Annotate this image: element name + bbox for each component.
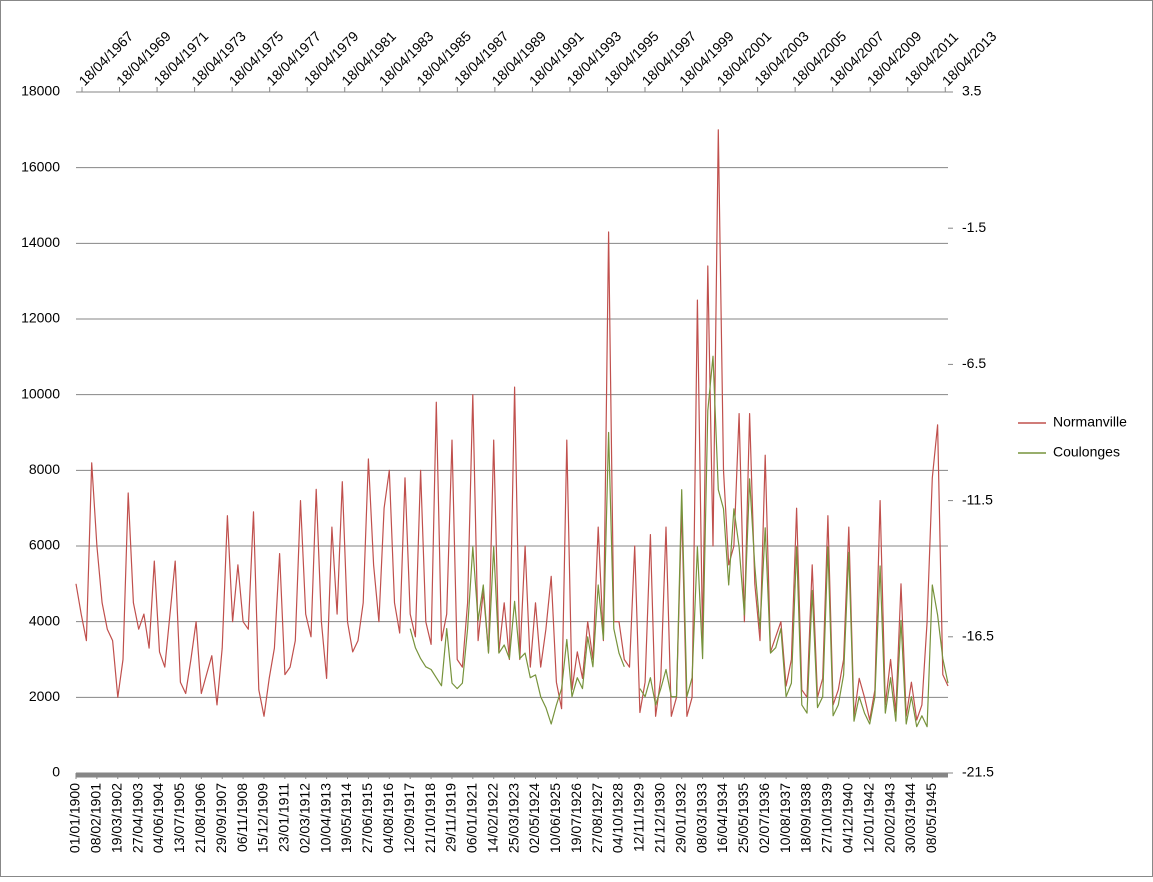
- x-tick-label: 13/07/1905: [171, 783, 187, 853]
- x-tick-label: 19/07/1926: [568, 783, 584, 853]
- series-line: [75, 129, 949, 721]
- y2-tick-label: -21.5: [962, 764, 994, 780]
- y-tick-label: 14000: [21, 234, 60, 250]
- y-tick-label: 6000: [29, 537, 60, 553]
- x-tick-label: 08/02/1901: [88, 783, 104, 853]
- y-tick-label: 0: [52, 764, 60, 780]
- x-tick-label: 10/08/1937: [777, 783, 793, 853]
- x-tick-label: 29/09/1907: [213, 783, 229, 853]
- y2-tick-label: -6.5: [962, 355, 986, 371]
- x-tick-label: 16/04/1934: [714, 783, 730, 853]
- x-tick-label: 02/05/1924: [526, 783, 542, 853]
- legend-label: Normanville: [1053, 414, 1127, 430]
- x-tick-label: 20/02/1943: [881, 783, 897, 853]
- x-tick-label: 08/05/1945: [923, 783, 939, 853]
- y2-tick-label: -1.5: [962, 219, 986, 235]
- x-tick-label: 27/04/1903: [129, 783, 145, 853]
- x-tick-label: 12/09/1917: [401, 783, 417, 853]
- series-line: [409, 355, 949, 728]
- x-tick-label: 06/11/1908: [234, 783, 250, 852]
- x-tick-label: 25/03/1923: [505, 783, 521, 853]
- x-tick-label: 04/12/1940: [839, 783, 855, 853]
- x-tick-label: 15/12/1909: [255, 783, 271, 853]
- y-tick-label: 4000: [29, 612, 60, 628]
- x-tick-label: 30/03/1944: [902, 783, 918, 853]
- x-tick-label: 21/12/1930: [652, 783, 668, 853]
- y-tick-label: 16000: [21, 158, 60, 174]
- y-tick-label: 18000: [21, 83, 60, 99]
- x-tick-label: 18/09/1938: [798, 783, 814, 853]
- x-tick-label: 14/02/1922: [484, 783, 500, 853]
- y-tick-label: 8000: [29, 461, 60, 477]
- x-tick-label: 25/05/1935: [735, 783, 751, 853]
- x-tick-label: 04/06/1904: [150, 783, 166, 853]
- x-tick-label: 21/08/1906: [192, 783, 208, 853]
- x-tick-label: 29/11/1919: [443, 783, 459, 852]
- x-tick-label: 27/10/1939: [819, 783, 835, 853]
- y-tick-label: 2000: [29, 688, 60, 704]
- x-tick-label: 29/01/1932: [672, 783, 688, 853]
- x-tick-label: 10/04/1913: [317, 783, 333, 853]
- x-tick-label: 21/10/1918: [422, 783, 438, 853]
- x-tick-label: 02/03/1912: [296, 783, 312, 853]
- x-tick-label: 19/03/1902: [108, 783, 124, 853]
- x-tick-label: 04/08/1916: [380, 783, 396, 853]
- x-tick-label: 06/01/1921: [464, 783, 480, 853]
- y2-tick-label: 3.5: [962, 83, 982, 99]
- x-tick-label: 01/01/1900: [67, 783, 83, 853]
- x-tick-label: 12/11/1929: [631, 783, 647, 852]
- y2-tick-label: -11.5: [962, 491, 993, 507]
- x-tick-label: 19/05/1914: [338, 783, 354, 853]
- x-tick-label: 02/07/1936: [756, 783, 772, 853]
- x-tick-label: 10/06/1925: [547, 783, 563, 853]
- x-tick-label: 08/03/1933: [693, 783, 709, 853]
- x-tick-label: 27/06/1915: [359, 783, 375, 853]
- x-tick-label: 12/01/1942: [860, 783, 876, 853]
- x-tick-label: 04/10/1928: [610, 783, 626, 853]
- legend-label: Coulonges: [1053, 444, 1120, 460]
- x-tick-label: 23/01/1911: [276, 783, 292, 852]
- y-tick-label: 10000: [21, 385, 60, 401]
- y2-tick-label: -16.5: [962, 628, 994, 644]
- x-tick-label: 27/08/1927: [589, 783, 605, 853]
- y-tick-label: 12000: [21, 310, 60, 326]
